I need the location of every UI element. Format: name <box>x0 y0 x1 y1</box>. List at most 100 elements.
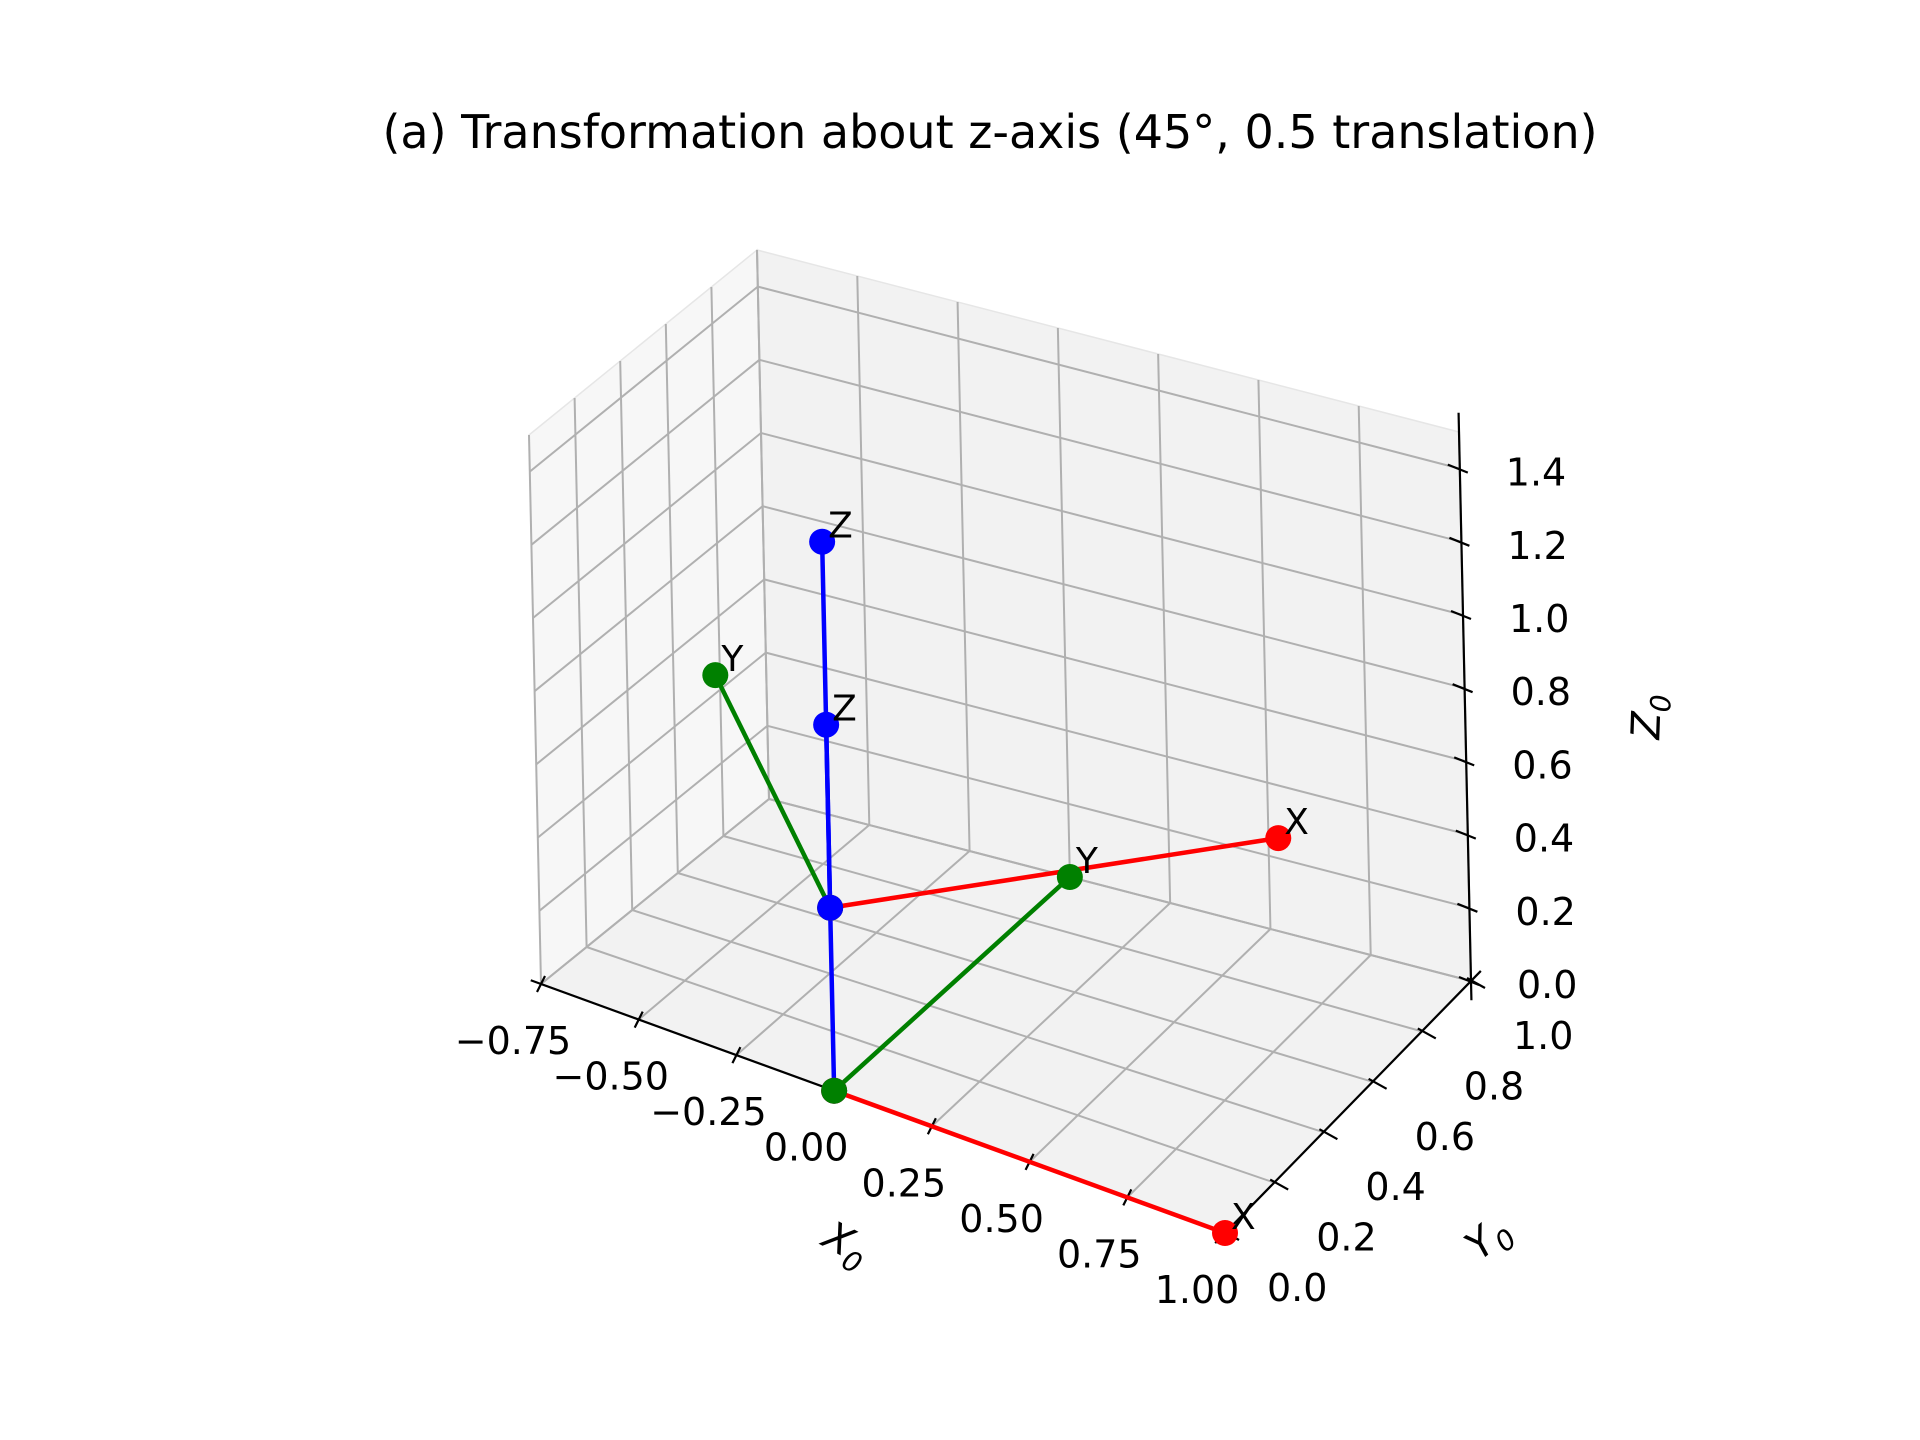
point-label-y: Y <box>720 639 744 680</box>
x-tick-label: −0.25 <box>650 1090 766 1134</box>
x-axis-label: X0 <box>810 1212 877 1281</box>
z-tick-label: 0.6 <box>1512 743 1572 787</box>
z-axis-label: Z0 <box>1623 693 1678 741</box>
series-line-red <box>829 835 1279 910</box>
y-tick-mark <box>1417 1027 1437 1040</box>
data-point-red <box>1265 825 1292 852</box>
gridline-y-left <box>619 360 634 911</box>
y-tick-mark <box>1368 1077 1388 1090</box>
gridline-z-back <box>757 285 1461 470</box>
gridline-y-floor <box>631 909 1324 1134</box>
x-tick-mark <box>633 1011 644 1029</box>
gridline-z-left <box>530 359 761 546</box>
x-tick-label: 0.25 <box>862 1161 947 1205</box>
gridline-z-left <box>537 651 767 839</box>
point-label-z: Z <box>828 506 853 547</box>
y-tick-label: 1.0 <box>1513 1014 1573 1058</box>
gridline-y-left <box>664 323 679 874</box>
gridline-x-back <box>956 301 971 852</box>
gridline-y-floor <box>677 872 1373 1083</box>
gridline-z-back <box>767 724 1470 909</box>
gridline-y-floor <box>723 835 1423 1033</box>
x-tick-label: 0.00 <box>764 1126 849 1170</box>
x-tick-label: −0.75 <box>455 1019 571 1063</box>
data-point-blue <box>809 528 836 555</box>
chart-title: (a) Transformation about z-axis (45°, 0.… <box>382 105 1597 159</box>
gridline-z-back <box>762 505 1465 690</box>
z-tick-label: 1.0 <box>1509 597 1569 641</box>
data-point-blue <box>813 711 840 738</box>
z-tick-label: 0.2 <box>1515 890 1575 934</box>
x-tick-label: 0.75 <box>1057 1232 1142 1276</box>
gridline-z-back <box>760 432 1464 616</box>
point-label-z: Z <box>832 689 857 730</box>
gridline-y-left <box>573 397 588 948</box>
z-tick-label: 0.0 <box>1517 963 1577 1007</box>
z-tick-mark <box>1456 902 1478 913</box>
y-tick-label: 0.8 <box>1464 1064 1524 1108</box>
gridline-z-back <box>765 651 1469 836</box>
x-tick-mark <box>536 975 546 993</box>
gridline-z-back <box>768 798 1472 982</box>
gridline-z-left <box>535 578 765 766</box>
tick-labels: −0.75−0.50−0.250.00 0.25 0.50 0.75 1.00 0.0 0.… <box>455 451 1578 1312</box>
gridline-x-floor <box>931 902 1171 1128</box>
x-tick-label: 1.00 <box>1155 1268 1240 1312</box>
y-tick-label: 0.6 <box>1415 1115 1475 1159</box>
gridline-x-back <box>1056 327 1071 878</box>
gridline-x-back <box>1157 353 1172 904</box>
y-tick-label: 0.2 <box>1316 1216 1376 1260</box>
data-series: Z X Y X Y Z <box>702 506 1309 1246</box>
point-label-y: Y <box>1075 841 1099 882</box>
series-line-green <box>832 875 1072 1093</box>
x-tick-label: −0.50 <box>552 1055 668 1099</box>
y-tick-mark <box>1269 1178 1289 1191</box>
y-tick-label: 0.0 <box>1267 1266 1327 1310</box>
z-tick-mark <box>1448 536 1470 547</box>
gridline-x-floor <box>735 850 971 1056</box>
z-tick-label: 0.4 <box>1514 817 1574 861</box>
gridline-z-left <box>529 285 759 473</box>
z-tick-mark <box>1452 683 1474 694</box>
gridline-x-back <box>1357 405 1372 956</box>
x-tick-mark <box>731 1046 742 1064</box>
gridline-z-left <box>533 505 764 692</box>
y-axis-label: Y0 <box>1457 1207 1523 1275</box>
data-point-green <box>702 662 729 689</box>
point-label-x: X <box>1284 802 1309 843</box>
gridline-y-left <box>710 286 725 837</box>
gridline-y-floor <box>586 946 1275 1184</box>
z-tick-mark <box>1447 463 1469 474</box>
y-axis-line <box>1214 970 1482 1244</box>
series-line-red <box>833 1088 1226 1236</box>
gridline-z-back <box>759 358 1462 543</box>
axis-panes <box>528 248 1473 1234</box>
point-label-x: X <box>1231 1197 1256 1238</box>
z-tick-label: 1.4 <box>1506 451 1566 495</box>
z-axis-line <box>1457 412 1473 1001</box>
data-point-green <box>821 1077 848 1104</box>
series-line-green <box>713 674 833 909</box>
z-tick-mark <box>1458 975 1480 987</box>
gridline-z-left <box>532 432 762 619</box>
gridline-z-back <box>763 578 1467 763</box>
z-tick-mark <box>1453 756 1475 767</box>
y-tick-mark <box>1318 1128 1338 1141</box>
z-tick-mark <box>1455 829 1477 840</box>
data-point-blue <box>817 894 844 921</box>
data-point-red <box>1212 1220 1238 1246</box>
data-point-green <box>1056 864 1083 890</box>
z-tick-label: 1.2 <box>1507 524 1567 568</box>
gridline-y-left <box>756 249 770 800</box>
x-tick-label: 0.50 <box>959 1197 1044 1241</box>
gridline-x-floor <box>1126 954 1372 1199</box>
gridline-x-back <box>856 275 871 826</box>
gridline-z-left <box>540 798 770 985</box>
gridline-z-left <box>538 725 769 912</box>
z-tick-mark <box>1450 609 1472 621</box>
z-tick-label: 0.8 <box>1511 670 1571 714</box>
gridline-y-left <box>528 434 542 985</box>
y-tick-label: 0.4 <box>1365 1165 1425 1209</box>
